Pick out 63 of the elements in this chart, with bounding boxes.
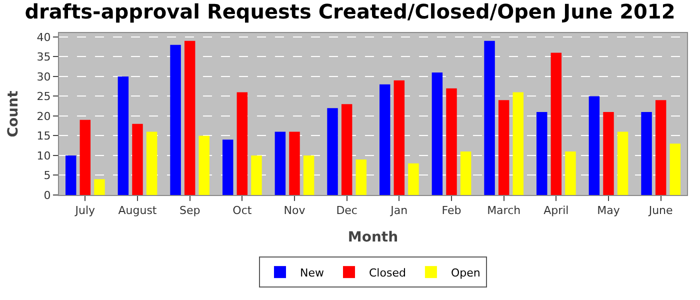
x-tick-label: June	[648, 204, 674, 218]
y-tick-label: 40	[36, 30, 51, 44]
bar	[641, 112, 652, 195]
bar	[94, 179, 105, 195]
bar	[655, 100, 666, 195]
bar	[460, 152, 472, 195]
x-tick-label: Sep	[179, 204, 200, 218]
bar	[670, 144, 680, 195]
y-tick-label: 15	[36, 130, 51, 143]
bar	[184, 40, 196, 195]
x-tick-label: Jan	[390, 204, 408, 218]
bar	[251, 155, 262, 195]
y-tick-label: 30	[36, 70, 51, 84]
x-tick-label: April	[544, 204, 569, 218]
x-tick-label: July	[74, 204, 96, 218]
bar	[380, 84, 390, 195]
x-tick-label: Oct	[232, 204, 252, 218]
bar	[617, 132, 628, 195]
bar	[327, 108, 338, 195]
bar	[432, 72, 443, 195]
bar	[484, 40, 495, 195]
legend-label: Open	[450, 266, 480, 280]
bar	[236, 92, 248, 195]
bar	[356, 159, 366, 195]
bar	[446, 88, 457, 195]
y-tick-label: 25	[36, 90, 51, 104]
y-tick-label: 5	[44, 169, 51, 182]
bar	[289, 132, 300, 195]
bar	[603, 112, 614, 195]
y-tick-label: 10	[36, 149, 51, 162]
bar	[565, 152, 576, 195]
bar	[512, 92, 524, 195]
x-tick-label: Dec	[336, 204, 358, 218]
x-tick-label: Feb	[442, 204, 462, 218]
bar	[66, 155, 76, 195]
bar	[394, 80, 405, 195]
bar	[408, 163, 419, 195]
bar	[303, 155, 314, 195]
chart-title: drafts-approval Requests Created/Closed/Open June 2012	[24, 0, 676, 24]
bar	[132, 124, 143, 195]
bar	[170, 44, 181, 195]
x-tick-label: May	[597, 204, 620, 218]
x-tick-label: Nov	[284, 204, 306, 218]
y-tick-label: 0	[44, 188, 51, 202]
bar	[274, 132, 286, 195]
x-tick-label: March	[487, 204, 521, 218]
bar	[198, 136, 210, 195]
bar	[536, 112, 548, 195]
x-tick-label: August	[118, 204, 158, 218]
bar	[118, 76, 129, 195]
bar	[588, 96, 600, 195]
bar	[550, 52, 562, 195]
legend-label: New	[300, 266, 324, 280]
y-tick-label: 35	[36, 50, 51, 64]
x-axis-title: Month	[348, 230, 398, 246]
legend-label: Closed	[369, 266, 406, 280]
bar	[80, 120, 91, 195]
bar	[341, 104, 352, 195]
y-tick-label: 20	[36, 110, 51, 123]
bar	[222, 140, 234, 195]
y-axis-title: Count	[5, 90, 22, 138]
bar	[146, 132, 158, 195]
bar	[498, 100, 510, 195]
